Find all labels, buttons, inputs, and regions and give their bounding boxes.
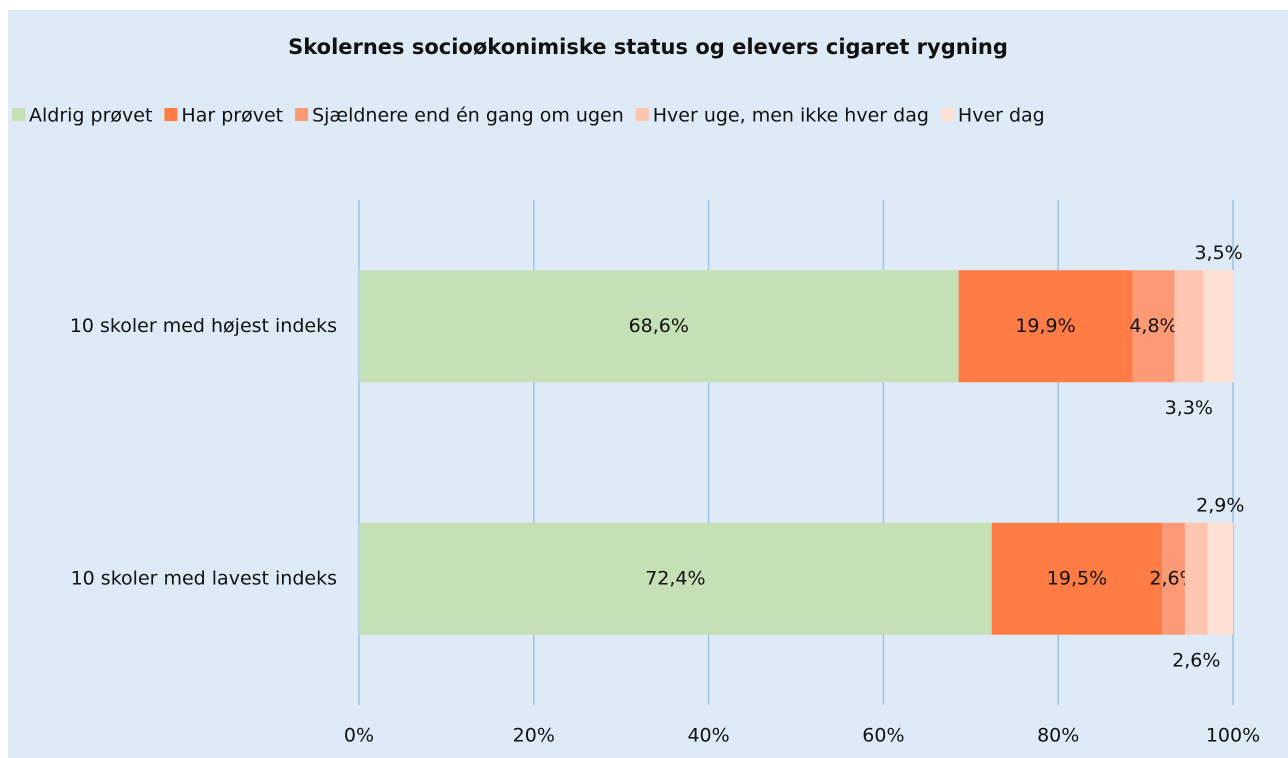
data-label: 4,8% (1129, 315, 1177, 337)
bar-segment (1132, 270, 1175, 383)
legend-swatch (940, 108, 954, 121)
x-tick-label: 60% (862, 725, 904, 747)
data-label: 68,6% (629, 315, 689, 337)
legend-label: Hver dag (958, 105, 1045, 127)
x-tick-label: 100% (1206, 725, 1260, 747)
legend-swatch (295, 108, 309, 121)
bar-segment (359, 522, 992, 635)
bar-segment (1184, 522, 1208, 635)
x-tick-label: 80% (1037, 725, 1079, 747)
legend-label: Sjældnere end én gang om ugen (312, 105, 624, 127)
legend-label: Aldrig prøvet (29, 105, 152, 127)
x-tick-label: 40% (687, 725, 729, 747)
legend-label: Har prøvet (181, 105, 283, 127)
bar-segment (1162, 522, 1185, 635)
x-tick-label: 20% (513, 725, 555, 747)
bar-segment (1203, 270, 1234, 383)
legend-swatch (12, 108, 25, 121)
data-label: 19,5% (1047, 567, 1107, 589)
data-label: 72,4% (645, 567, 705, 589)
legend-swatch (635, 108, 649, 121)
data-label: 2,6% (1172, 649, 1220, 671)
data-label: 3,5% (1194, 242, 1242, 264)
data-label: 3,3% (1165, 397, 1213, 419)
bar-segment (958, 270, 1133, 383)
y-tick-label: 10 skoler med højest indeks (70, 315, 337, 337)
data-label: 19,9% (1015, 315, 1075, 337)
bar-segment (1174, 270, 1204, 383)
y-tick-label: 10 skoler med lavest indeks (71, 567, 337, 589)
legend-label: Hver uge, men ikke hver dag (653, 105, 929, 127)
legend-swatch (164, 108, 178, 121)
chart-title: Skolernes socioøkonimiske status og elev… (288, 35, 1008, 59)
bar-segment (359, 270, 959, 383)
bar-segment (1207, 522, 1233, 635)
x-tick-label: 0% (344, 725, 374, 747)
data-label: 2,9% (1196, 494, 1244, 516)
bar-segment (991, 522, 1163, 635)
